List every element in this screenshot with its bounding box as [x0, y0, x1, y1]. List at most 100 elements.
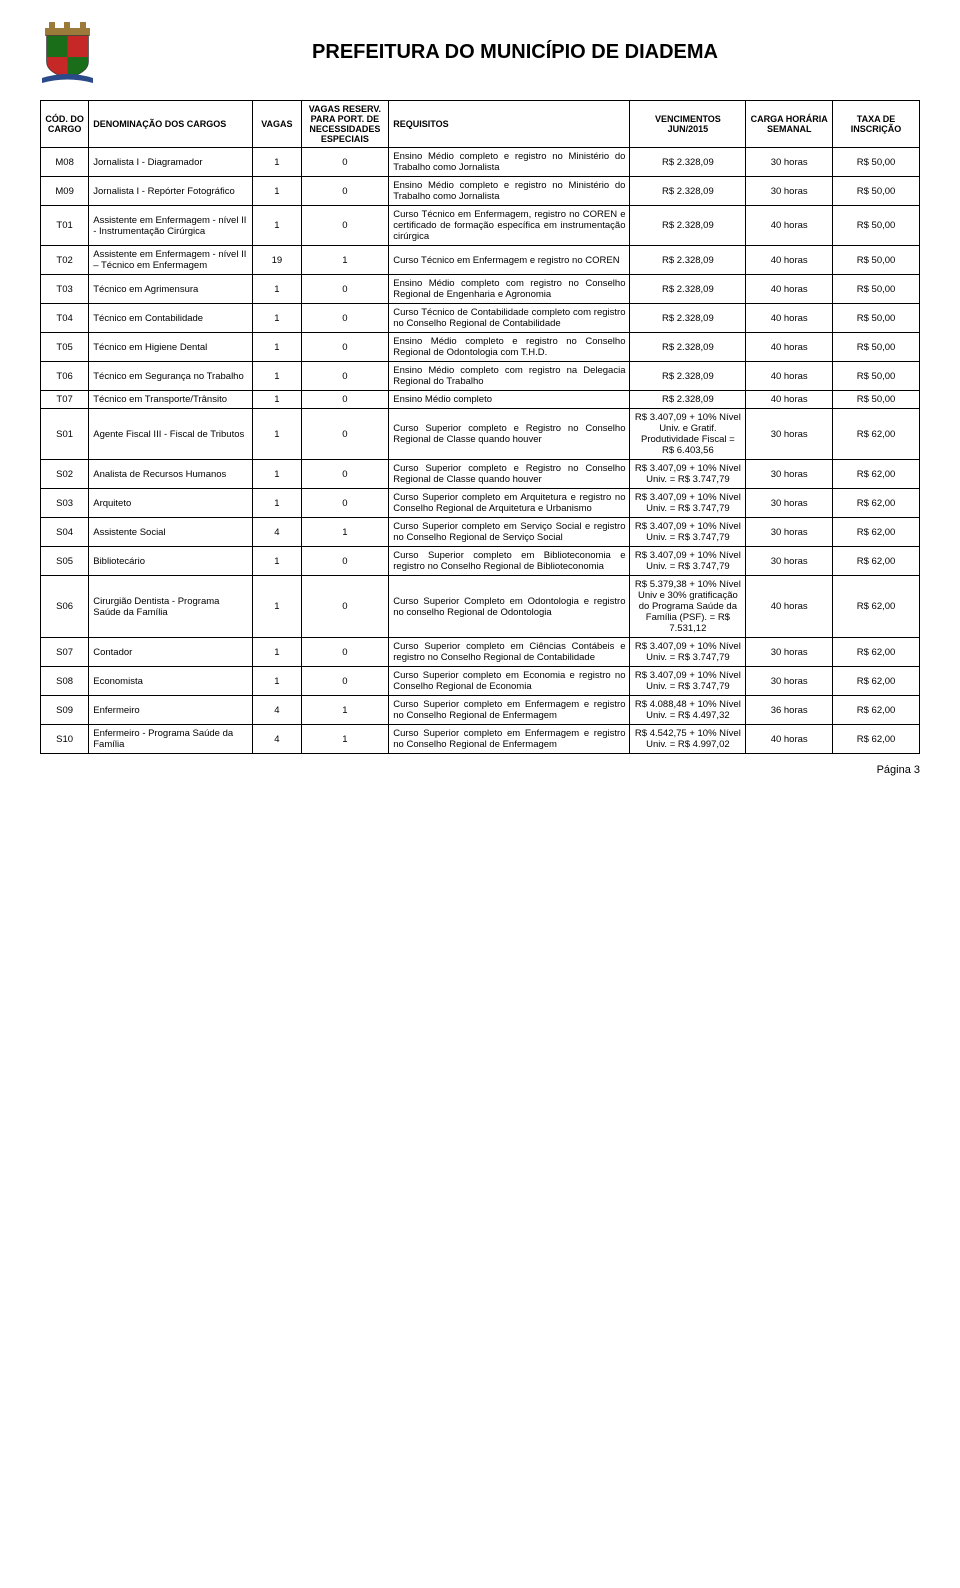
cell-venc: R$ 3.407,09 + 10% Nível Univ. = R$ 3.747… — [630, 638, 746, 667]
cell-vagasesp: 0 — [301, 148, 389, 177]
cell-carga: 30 horas — [746, 489, 833, 518]
cell-venc: R$ 3.407,09 + 10% Nível Univ. = R$ 3.747… — [630, 518, 746, 547]
cell-venc: R$ 4.542,75 + 10% Nível Univ. = R$ 4.997… — [630, 725, 746, 754]
cell-denom: Contador — [89, 638, 253, 667]
cell-taxa: R$ 50,00 — [833, 275, 920, 304]
header-carga: CARGA HORÁRIA SEMANAL — [746, 101, 833, 148]
cell-req: Ensino Médio completo e registro no Mini… — [389, 177, 630, 206]
table-row: T07Técnico em Transporte/Trânsito10Ensin… — [41, 391, 920, 409]
cell-req: Curso Técnico em Enfermagem e registro n… — [389, 246, 630, 275]
cell-vagasesp: 0 — [301, 391, 389, 409]
header-taxa: TAXA DE INSCRIÇÃO — [833, 101, 920, 148]
cell-venc: R$ 2.328,09 — [630, 391, 746, 409]
cell-cod: S08 — [41, 667, 89, 696]
cell-taxa: R$ 62,00 — [833, 638, 920, 667]
cell-vagasesp: 0 — [301, 177, 389, 206]
cell-vagas: 1 — [253, 206, 301, 246]
cell-denom: Técnico em Segurança no Trabalho — [89, 362, 253, 391]
cell-vagas: 4 — [253, 518, 301, 547]
cell-vagasesp: 1 — [301, 696, 389, 725]
cell-taxa: R$ 62,00 — [833, 489, 920, 518]
cell-req: Curso Superior completo em Biblioteconom… — [389, 547, 630, 576]
cell-carga: 40 horas — [746, 304, 833, 333]
header-cod: CÓD. DO CARGO — [41, 101, 89, 148]
cell-venc: R$ 3.407,09 + 10% Nível Univ. = R$ 3.747… — [630, 460, 746, 489]
table-row: T03Técnico em Agrimensura10Ensino Médio … — [41, 275, 920, 304]
page-header: PREFEITURA DO MUNICÍPIO DE DIADEMA — [40, 20, 920, 85]
cell-venc: R$ 3.407,09 + 10% Nível Univ. = R$ 3.747… — [630, 489, 746, 518]
cell-venc: R$ 3.407,09 + 10% Nível Univ. e Gratif. … — [630, 409, 746, 460]
table-row: S04Assistente Social41Curso Superior com… — [41, 518, 920, 547]
cell-denom: Assistente Social — [89, 518, 253, 547]
cell-denom: Enfermeiro — [89, 696, 253, 725]
header-vagas: VAGAS — [253, 101, 301, 148]
cell-venc: R$ 2.328,09 — [630, 206, 746, 246]
cell-denom: Assistente em Enfermagem - nível II – Té… — [89, 246, 253, 275]
cell-taxa: R$ 62,00 — [833, 547, 920, 576]
header-venc: VENCIMENTOS JUN/2015 — [630, 101, 746, 148]
cell-vagasesp: 0 — [301, 667, 389, 696]
cell-vagas: 19 — [253, 246, 301, 275]
cell-cod: S07 — [41, 638, 89, 667]
cell-venc: R$ 2.328,09 — [630, 177, 746, 206]
page-title: PREFEITURA DO MUNICÍPIO DE DIADEMA — [110, 41, 920, 64]
cell-cod: S09 — [41, 696, 89, 725]
cell-taxa: R$ 50,00 — [833, 148, 920, 177]
cell-cod: T05 — [41, 333, 89, 362]
cell-venc: R$ 3.407,09 + 10% Nível Univ. = R$ 3.747… — [630, 667, 746, 696]
cell-cod: S02 — [41, 460, 89, 489]
header-denom: DENOMINAÇÃO DOS CARGOS — [89, 101, 253, 148]
cell-venc: R$ 2.328,09 — [630, 362, 746, 391]
cell-vagas: 1 — [253, 460, 301, 489]
cell-taxa: R$ 50,00 — [833, 391, 920, 409]
cell-vagas: 1 — [253, 177, 301, 206]
cell-req: Curso Superior completo em Enfermagem e … — [389, 725, 630, 754]
cell-taxa: R$ 62,00 — [833, 409, 920, 460]
cell-taxa: R$ 62,00 — [833, 725, 920, 754]
cell-req: Curso Superior completo em Serviço Socia… — [389, 518, 630, 547]
cell-vagasesp: 0 — [301, 409, 389, 460]
cell-carga: 36 horas — [746, 696, 833, 725]
table-row: T01Assistente em Enfermagem - nível II -… — [41, 206, 920, 246]
cell-taxa: R$ 62,00 — [833, 460, 920, 489]
cell-venc: R$ 2.328,09 — [630, 275, 746, 304]
cell-venc: R$ 2.328,09 — [630, 304, 746, 333]
cell-denom: Economista — [89, 667, 253, 696]
table-row: M09Jornalista I - Repórter Fotográfico10… — [41, 177, 920, 206]
cell-vagas: 1 — [253, 275, 301, 304]
cell-cod: T07 — [41, 391, 89, 409]
cell-cod: T03 — [41, 275, 89, 304]
cell-req: Curso Superior completo e Registro no Co… — [389, 409, 630, 460]
cell-vagasesp: 0 — [301, 304, 389, 333]
table-row: S08Economista10Curso Superior completo e… — [41, 667, 920, 696]
cell-vagasesp: 0 — [301, 489, 389, 518]
cell-taxa: R$ 50,00 — [833, 206, 920, 246]
cell-carga: 30 horas — [746, 409, 833, 460]
cell-vagasesp: 0 — [301, 333, 389, 362]
cell-cod: S06 — [41, 576, 89, 638]
table-body: M08Jornalista I - Diagramador10Ensino Mé… — [41, 148, 920, 754]
logo-coat-of-arms — [40, 20, 95, 85]
cell-carga: 30 horas — [746, 518, 833, 547]
page-footer: Página 3 — [40, 764, 920, 776]
cell-carga: 30 horas — [746, 547, 833, 576]
cell-taxa: R$ 50,00 — [833, 304, 920, 333]
table-row: S02Analista de Recursos Humanos10Curso S… — [41, 460, 920, 489]
table-row: T05Técnico em Higiene Dental10Ensino Méd… — [41, 333, 920, 362]
cell-vagas: 1 — [253, 489, 301, 518]
table-row: M08Jornalista I - Diagramador10Ensino Mé… — [41, 148, 920, 177]
cell-req: Ensino Médio completo com registro no Co… — [389, 275, 630, 304]
cell-denom: Assistente em Enfermagem - nível II - In… — [89, 206, 253, 246]
cell-vagasesp: 0 — [301, 275, 389, 304]
cell-taxa: R$ 50,00 — [833, 362, 920, 391]
cell-taxa: R$ 50,00 — [833, 333, 920, 362]
cell-venc: R$ 2.328,09 — [630, 148, 746, 177]
cell-vagasesp: 0 — [301, 460, 389, 489]
cell-carga: 40 horas — [746, 246, 833, 275]
cell-taxa: R$ 50,00 — [833, 177, 920, 206]
cell-vagas: 1 — [253, 391, 301, 409]
cell-denom: Técnico em Agrimensura — [89, 275, 253, 304]
cell-venc: R$ 2.328,09 — [630, 246, 746, 275]
cell-carga: 30 horas — [746, 638, 833, 667]
cell-req: Curso Superior completo e Registro no Co… — [389, 460, 630, 489]
